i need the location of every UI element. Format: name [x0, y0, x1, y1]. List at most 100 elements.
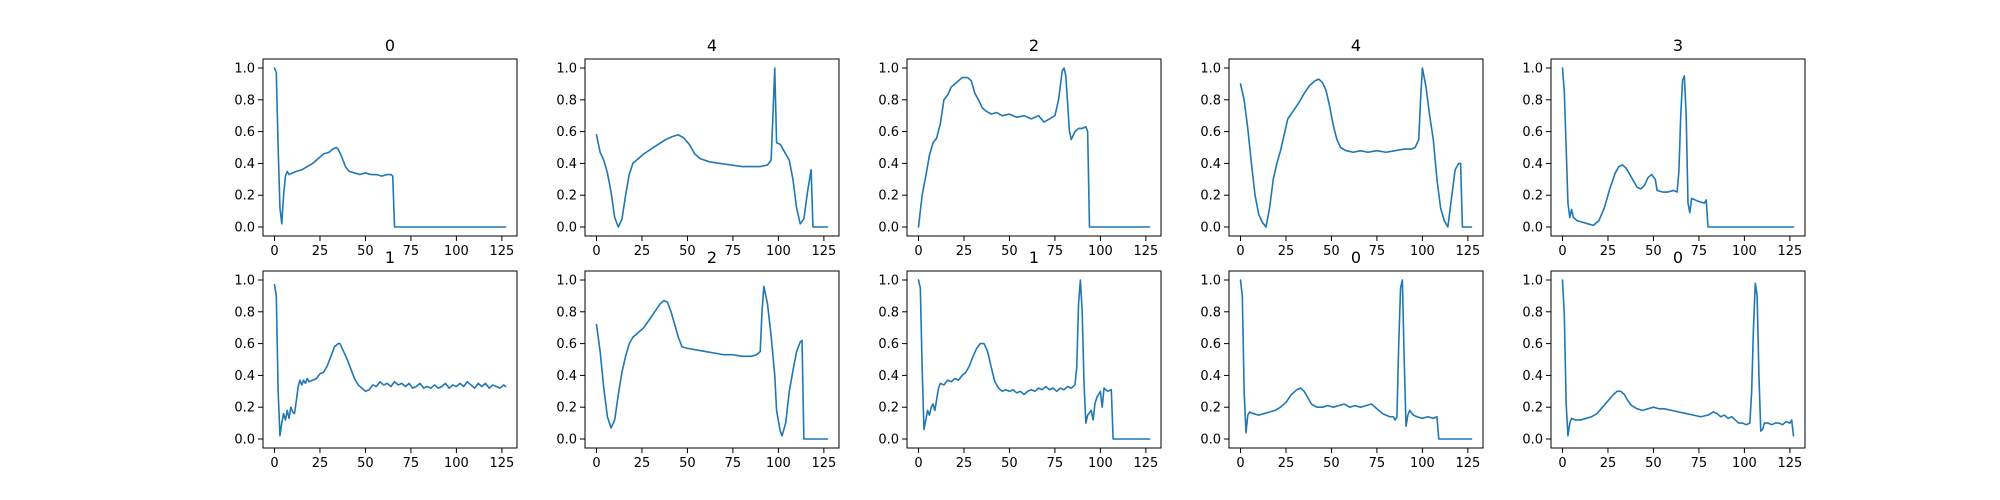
panel-title: 0	[385, 36, 395, 55]
x-tick-label: 25	[1600, 456, 1617, 471]
y-tick-label: 0.6	[234, 337, 255, 352]
y-tick-label: 0.6	[1522, 337, 1543, 352]
x-tick-label: 50	[1323, 244, 1340, 259]
y-tick-label: 0.6	[1522, 125, 1543, 140]
x-tick-label: 25	[634, 456, 651, 471]
y-tick-label: 1.0	[1522, 62, 1543, 77]
x-tick-label: 125	[811, 244, 836, 259]
x-tick-label: 100	[1732, 244, 1757, 259]
x-tick-label: 0	[1558, 244, 1566, 259]
y-tick-label: 0.0	[1522, 433, 1543, 448]
y-tick-label: 0.8	[1522, 305, 1543, 320]
y-tick-label: 0.0	[556, 221, 577, 236]
x-tick-label: 0	[270, 456, 278, 471]
y-tick-label: 1.0	[234, 274, 255, 289]
y-tick-label: 1.0	[878, 62, 899, 77]
y-tick-label: 0.0	[878, 433, 899, 448]
x-tick-label: 50	[1001, 244, 1018, 259]
x-tick-label: 125	[1133, 244, 1158, 259]
x-tick-label: 0	[1236, 244, 1244, 259]
series-line-10-1	[1561, 279, 1795, 437]
y-tick-label: 0.2	[878, 401, 899, 416]
x-tick-label: 100	[1410, 244, 1435, 259]
y-tick-label: 1.0	[556, 274, 577, 289]
y-tick-label: 1.0	[878, 274, 899, 289]
y-tick-label: 0.2	[1200, 189, 1221, 204]
x-tick-label: 125	[489, 456, 514, 471]
y-tick-label: 0.6	[1200, 125, 1221, 140]
axes-frame	[262, 270, 518, 449]
y-tick-label: 0.8	[1200, 305, 1221, 320]
axes-frame	[1228, 270, 1484, 449]
axes-frame	[1550, 58, 1806, 237]
x-tick-label: 0	[270, 244, 278, 259]
x-tick-label: 100	[1088, 456, 1113, 471]
panel-5: 0 25 50 75 100 125 0.0 0.2 0.4 0.6 0.8 1.0 3	[1522, 36, 1806, 259]
y-tick-label: 0.6	[556, 337, 577, 352]
y-tick-label: 0.6	[878, 125, 899, 140]
series-line-3-1	[917, 67, 1151, 228]
y-tick-label: 0.0	[1200, 221, 1221, 236]
axes-frame	[1550, 270, 1806, 449]
axes-frame	[584, 270, 840, 449]
x-tick-label: 25	[312, 456, 329, 471]
axes-frame	[906, 270, 1162, 449]
x-tick-label: 25	[312, 244, 329, 259]
x-tick-label: 125	[1133, 456, 1158, 471]
panel-2: 0 25 50 75 100 125 0.0 0.2 0.4 0.6 0.8 1.0 4	[556, 36, 840, 259]
x-tick-label: 50	[679, 456, 696, 471]
x-tick-label: 100	[1732, 456, 1757, 471]
x-tick-label: 50	[357, 456, 374, 471]
x-tick-label: 50	[1645, 456, 1662, 471]
x-tick-label: 75	[1691, 244, 1708, 259]
x-tick-label: 75	[1369, 456, 1386, 471]
series-line-4-1	[1239, 67, 1473, 228]
y-tick-label: 0.0	[878, 221, 899, 236]
x-tick-label: 125	[489, 244, 514, 259]
x-tick-label: 0	[592, 244, 600, 259]
y-tick-label: 1.0	[1200, 274, 1221, 289]
y-tick-label: 0.8	[878, 93, 899, 108]
x-tick-label: 50	[1645, 244, 1662, 259]
x-tick-label: 75	[725, 244, 742, 259]
y-tick-label: 0.6	[556, 125, 577, 140]
y-tick-label: 0.8	[1522, 93, 1543, 108]
axes-frame	[1228, 58, 1484, 237]
panel-title: 4	[707, 36, 717, 55]
x-tick-label: 25	[1600, 244, 1617, 259]
x-tick-label: 75	[1369, 244, 1386, 259]
x-tick-label: 100	[766, 244, 791, 259]
x-tick-label: 100	[444, 456, 469, 471]
series-line-7-1	[595, 285, 829, 440]
x-tick-label: 75	[725, 456, 742, 471]
x-tick-label: 100	[766, 456, 791, 471]
axes-frame	[262, 58, 518, 237]
panel-6: 0 25 50 75 100 125 0.0 0.2 0.4 0.6 0.8 1.0 1	[234, 248, 518, 471]
x-tick-label: 125	[1777, 244, 1802, 259]
y-tick-label: 1.0	[1522, 274, 1543, 289]
x-tick-label: 75	[1047, 456, 1064, 471]
panel-title: 0	[1673, 248, 1683, 267]
panel-3: 0 25 50 75 100 125 0.0 0.2 0.4 0.6 0.8 1.0 2	[878, 36, 1162, 259]
y-tick-label: 0.2	[234, 189, 255, 204]
x-tick-label: 100	[1410, 456, 1435, 471]
y-tick-label: 0.4	[1200, 157, 1221, 172]
x-tick-label: 0	[914, 244, 922, 259]
x-tick-label: 0	[1236, 456, 1244, 471]
y-tick-label: 0.8	[234, 305, 255, 320]
x-tick-label: 50	[357, 244, 374, 259]
y-tick-label: 0.2	[234, 401, 255, 416]
x-tick-label: 25	[956, 456, 973, 471]
y-tick-label: 1.0	[234, 62, 255, 77]
panel-8: 0 25 50 75 100 125 0.0 0.2 0.4 0.6 0.8 1.0 1	[878, 248, 1162, 471]
y-tick-label: 0.2	[1522, 401, 1543, 416]
panel-title: 3	[1673, 36, 1683, 55]
x-tick-label: 50	[1323, 456, 1340, 471]
y-tick-label: 0.2	[878, 189, 899, 204]
y-tick-label: 0.8	[556, 305, 577, 320]
y-tick-label: 0.2	[1200, 401, 1221, 416]
y-tick-label: 0.2	[556, 189, 577, 204]
x-tick-label: 25	[634, 244, 651, 259]
x-tick-label: 125	[1455, 244, 1480, 259]
